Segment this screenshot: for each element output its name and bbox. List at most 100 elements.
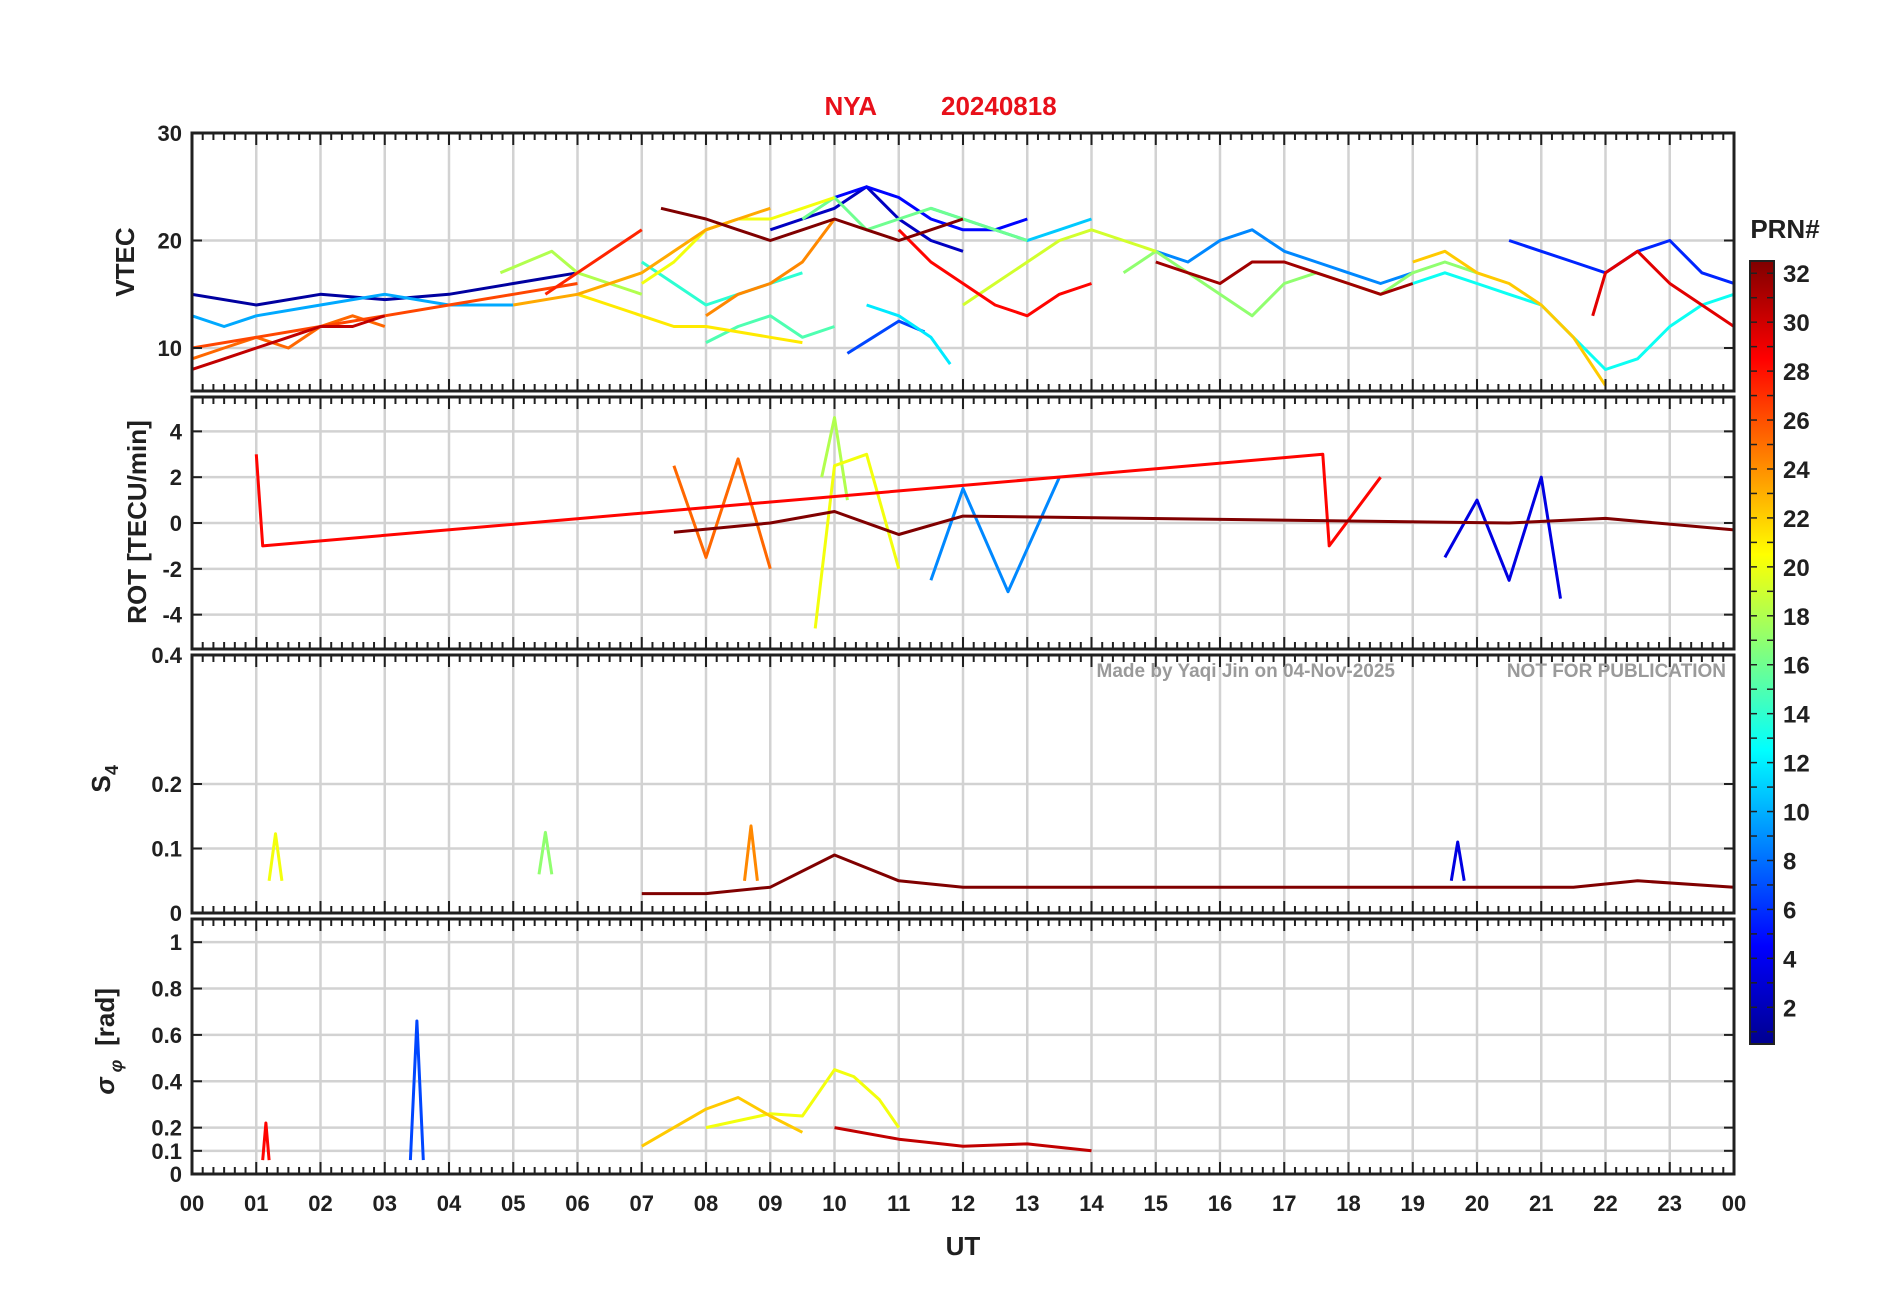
series-prn-32	[660, 206, 964, 242]
y-tick-label: -4	[162, 603, 182, 628]
series-prn-4	[1449, 840, 1466, 882]
panel-s4: 0 0.1 0.2 0.4	[151, 643, 1736, 926]
title-date: 20240818	[941, 91, 1057, 121]
series-prn-24	[743, 824, 759, 881]
y-tick-label: 0.4	[151, 1069, 182, 1094]
x-tick-label: 04	[437, 1191, 462, 1216]
colorbar-tick-label: 26	[1783, 408, 1810, 435]
title-station: NYA	[824, 91, 877, 121]
sigma-phi-ylabel: σ φ [rad]	[90, 988, 126, 1095]
colorbar-tick-label: 14	[1783, 702, 1810, 729]
series-prn-20	[813, 452, 901, 629]
x-tick-label: 13	[1015, 1191, 1039, 1216]
x-tick-label: 23	[1658, 1191, 1682, 1216]
colorbar-tick-label: 4	[1783, 946, 1797, 973]
x-tick-label: 00	[1722, 1191, 1746, 1216]
svg-text:[rad]: [rad]	[90, 988, 120, 1046]
x-tick-label: 21	[1529, 1191, 1553, 1216]
vtec-series-group	[192, 185, 1734, 387]
colorbar-tick-label: 24	[1783, 457, 1810, 484]
series-prn-23	[513, 206, 771, 307]
series-prn-17	[1122, 249, 1478, 318]
y-tick-label: 0.6	[151, 1023, 182, 1048]
y-tick-label: -2	[162, 557, 182, 582]
series-prn-16	[801, 196, 1028, 242]
series-prn-24	[705, 218, 836, 318]
x-tick-label: 22	[1593, 1191, 1617, 1216]
series-prn-25	[672, 457, 772, 570]
x-tick-label: 10	[822, 1191, 846, 1216]
colorbar-tick-label: 10	[1783, 800, 1810, 827]
x-tick-label: 15	[1144, 1191, 1168, 1216]
svg-text:S: S	[86, 775, 116, 792]
series-prn-22	[1412, 249, 1607, 387]
y-tick-label: 4	[170, 419, 183, 444]
series-prn-9	[929, 476, 1061, 594]
series-prn-30	[192, 314, 386, 371]
series-prn-13	[1412, 271, 1734, 371]
series-prn-32	[641, 853, 1734, 896]
series-prn-29	[1591, 249, 1734, 328]
y-tick-label: 0.2	[151, 772, 182, 797]
y-tick-label: 0.8	[151, 977, 182, 1002]
colorbar-tick-label: 6	[1783, 897, 1796, 924]
y-tick-label: 1	[170, 930, 182, 955]
colorbar-tick-label: 8	[1783, 848, 1796, 875]
series-prn-18	[820, 416, 849, 501]
svg-text:φ: φ	[106, 1059, 126, 1072]
s4-ylabel: S 4	[86, 765, 122, 793]
panel-vtec: 10 20 30	[158, 121, 1736, 393]
series-prn-28	[897, 228, 1092, 318]
x-tick-label: 14	[1079, 1191, 1104, 1216]
colorbar-tick-label: 18	[1783, 604, 1810, 631]
svg-text:4: 4	[102, 765, 122, 775]
colorbar-tick-label: 32	[1783, 261, 1810, 288]
series-prn-31	[1155, 260, 1414, 296]
series-prn-19	[962, 228, 1157, 307]
colorbar	[1749, 260, 1775, 1045]
svg-text:σ: σ	[90, 1076, 120, 1095]
vtec-ylabel: VTEC	[110, 227, 140, 297]
series-prn-25	[192, 314, 386, 361]
colorbar-tick-label: 22	[1783, 506, 1810, 533]
x-tick-label: 00	[180, 1191, 204, 1216]
x-tick-label: 11	[887, 1191, 910, 1216]
x-tick-label: 06	[565, 1191, 589, 1216]
colorbar-tick-label: 20	[1783, 555, 1810, 582]
rot-series-group	[254, 416, 1734, 629]
x-tick-label: 18	[1336, 1191, 1360, 1216]
sigma_phi-series-group	[261, 1019, 1092, 1161]
y-tick-label: 2	[170, 465, 182, 490]
y-tick-label: 20	[158, 229, 182, 254]
x-tick-label: 05	[501, 1191, 525, 1216]
series-prn-20	[267, 832, 284, 882]
series-prn-28	[261, 1121, 271, 1161]
colorbar-tick-label: 30	[1783, 310, 1810, 337]
series-prn-30	[834, 1126, 1092, 1153]
panel-rot: -4 -2 0 2 4	[162, 395, 1736, 651]
series-prn-2	[192, 271, 578, 307]
y-tick-label: 0.1	[151, 837, 182, 862]
y-tick-label: 0.1	[151, 1139, 182, 1164]
x-tick-label: 19	[1401, 1191, 1425, 1216]
series-prn-12	[866, 303, 952, 365]
y-tick-label: 0.4	[151, 643, 182, 668]
x-tick-label: 09	[758, 1191, 782, 1216]
series-prn-20	[705, 1068, 901, 1130]
colorbar-label: PRN#	[1750, 214, 1820, 244]
y-tick-label: 10	[158, 336, 182, 361]
series-prn-4	[1443, 475, 1562, 599]
s4-series-group	[267, 824, 1734, 896]
colorbar-tick-label: 2	[1783, 995, 1796, 1022]
x-tick-label: 12	[951, 1191, 975, 1216]
colorbar-tick-label: 12	[1783, 751, 1810, 778]
rot-ylabel: ROT [TECU/min]	[122, 420, 152, 624]
series-prn-7	[408, 1019, 425, 1161]
watermark-author: Made by Yaqi Jin on 04-Nov-2025	[1097, 661, 1396, 682]
series-prn-9	[1155, 228, 1414, 285]
series-prn-27	[544, 228, 643, 296]
watermark-notice: NOT FOR PUBLICATION	[1507, 661, 1726, 682]
y-tick-label: 0	[170, 1162, 182, 1187]
y-tick-label: 0.2	[151, 1116, 182, 1141]
